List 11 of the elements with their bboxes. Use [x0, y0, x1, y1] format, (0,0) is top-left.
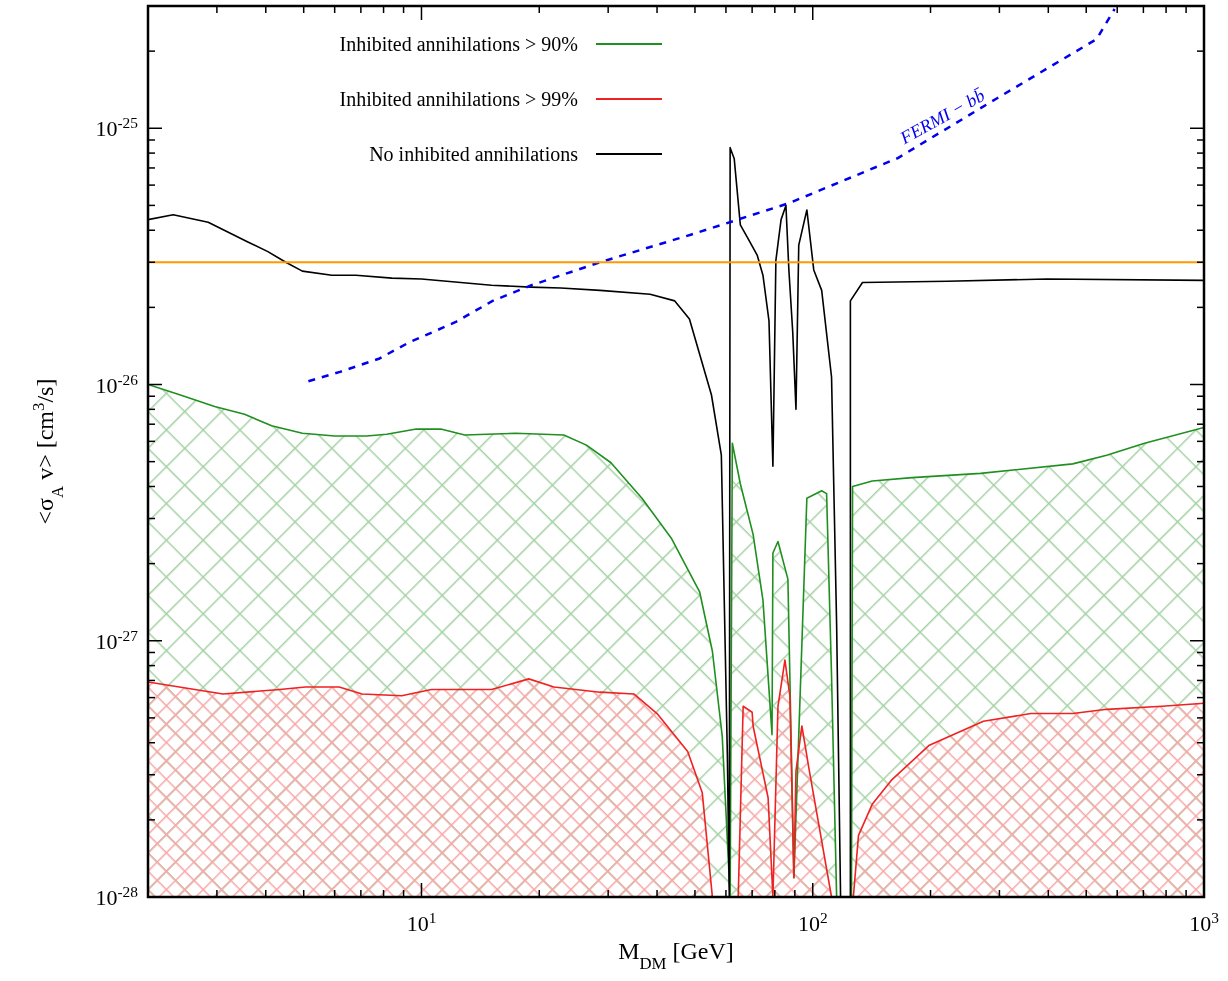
- legend-label: Inhibited annihilations > 90%: [339, 33, 578, 55]
- x-tick-label: 10$^{3}$: [1189, 908, 1220, 936]
- y-tick-label: 10$^{-26}$: [95, 370, 139, 398]
- x-tick-label: 10$^{1}$: [406, 908, 437, 936]
- legend-label: Inhibited annihilations > 99%: [339, 88, 578, 110]
- y-tick-label: 10$^{-27}$: [95, 626, 139, 654]
- y-tick-label: 10$^{-28}$: [95, 882, 139, 910]
- legend-label: No inhibited annihilations: [369, 143, 579, 165]
- x-tick-label: 10$^{2}$: [797, 908, 828, 936]
- x-axis-title: M$_{DM}$ [GeV]: [618, 938, 734, 973]
- y-tick-label: 10$^{-25}$: [95, 113, 139, 142]
